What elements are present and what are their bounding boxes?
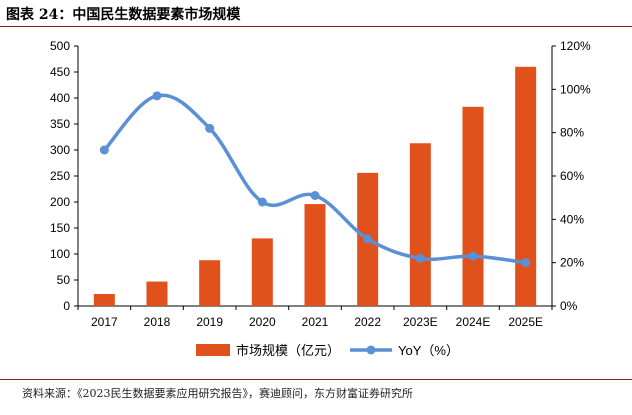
x-tick-label: 2019 (196, 315, 223, 329)
left-tick-label: 0 (63, 299, 70, 313)
x-tick-label: 2022 (354, 315, 381, 329)
right-tick-label: 40% (560, 212, 584, 226)
title-rule (0, 26, 632, 27)
bar (93, 294, 115, 306)
yoy-point (257, 197, 267, 207)
bar (462, 106, 484, 306)
right-tick-label: 80% (560, 126, 584, 140)
yoy-point (363, 234, 373, 244)
yoy-point (521, 258, 531, 268)
right-tick-label: 120% (560, 39, 591, 53)
right-tick-label: 0% (560, 299, 578, 313)
market-size-chart: 0 50 100 150 200 250 300 350 400 450 500 0% 20% 40% 60… (50, 39, 591, 358)
left-tick-label: 500 (50, 39, 70, 53)
right-tick-label: 20% (560, 256, 584, 270)
bar (409, 143, 431, 306)
bar (304, 204, 326, 306)
right-tick-label: 100% (560, 82, 591, 96)
bar (515, 66, 537, 306)
legend-label-line: YoY（%） (398, 343, 459, 358)
bar (146, 281, 168, 306)
yoy-line (103, 93, 526, 265)
left-tick-label: 150 (50, 221, 70, 235)
left-tick-label: 450 (50, 65, 70, 79)
yoy-point (415, 253, 425, 263)
bar (199, 260, 221, 306)
yoy-point (99, 145, 109, 155)
figure-title: 图表 24：中国民生数据要素市场规模 (6, 7, 241, 23)
legend-swatch-bar (196, 344, 230, 356)
left-tick-label: 300 (50, 143, 70, 157)
left-tick-label: 100 (50, 247, 70, 261)
x-tick-label: 2023E (403, 315, 438, 329)
x-tick-label: 2018 (144, 315, 171, 329)
left-tick-label: 200 (50, 195, 70, 209)
left-tick-label: 250 (50, 169, 70, 183)
bar (251, 238, 273, 306)
x-tick-label: 2024E (456, 315, 491, 329)
chart-axes: 0 50 100 150 200 250 300 350 400 450 500 0% 20% 40% 60… (50, 39, 591, 329)
chart-legend: 市场规模（亿元） YoY（%） (196, 343, 459, 358)
legend-label-bar: 市场规模（亿元） (236, 343, 340, 358)
left-tick-label: 400 (50, 91, 70, 105)
source-rule (0, 379, 632, 380)
bar-series (93, 66, 537, 306)
source-note: 资料来源：《2023民生数据要素应用研究报告》，赛迪顾问，东方财富证券研究所 (22, 387, 413, 400)
yoy-point (468, 251, 478, 261)
yoy-point (205, 123, 215, 133)
left-tick-label: 50 (57, 273, 71, 287)
x-tick-label: 2017 (91, 315, 118, 329)
yoy-point (152, 91, 162, 101)
x-tick-label: 2020 (249, 315, 276, 329)
left-tick-label: 350 (50, 117, 70, 131)
right-tick-label: 60% (560, 169, 584, 183)
x-tick-label: 2021 (302, 315, 329, 329)
yoy-point (310, 191, 320, 200)
x-tick-label: 2025E (508, 315, 543, 329)
line-series (99, 91, 531, 268)
legend-swatch-marker (366, 345, 376, 355)
